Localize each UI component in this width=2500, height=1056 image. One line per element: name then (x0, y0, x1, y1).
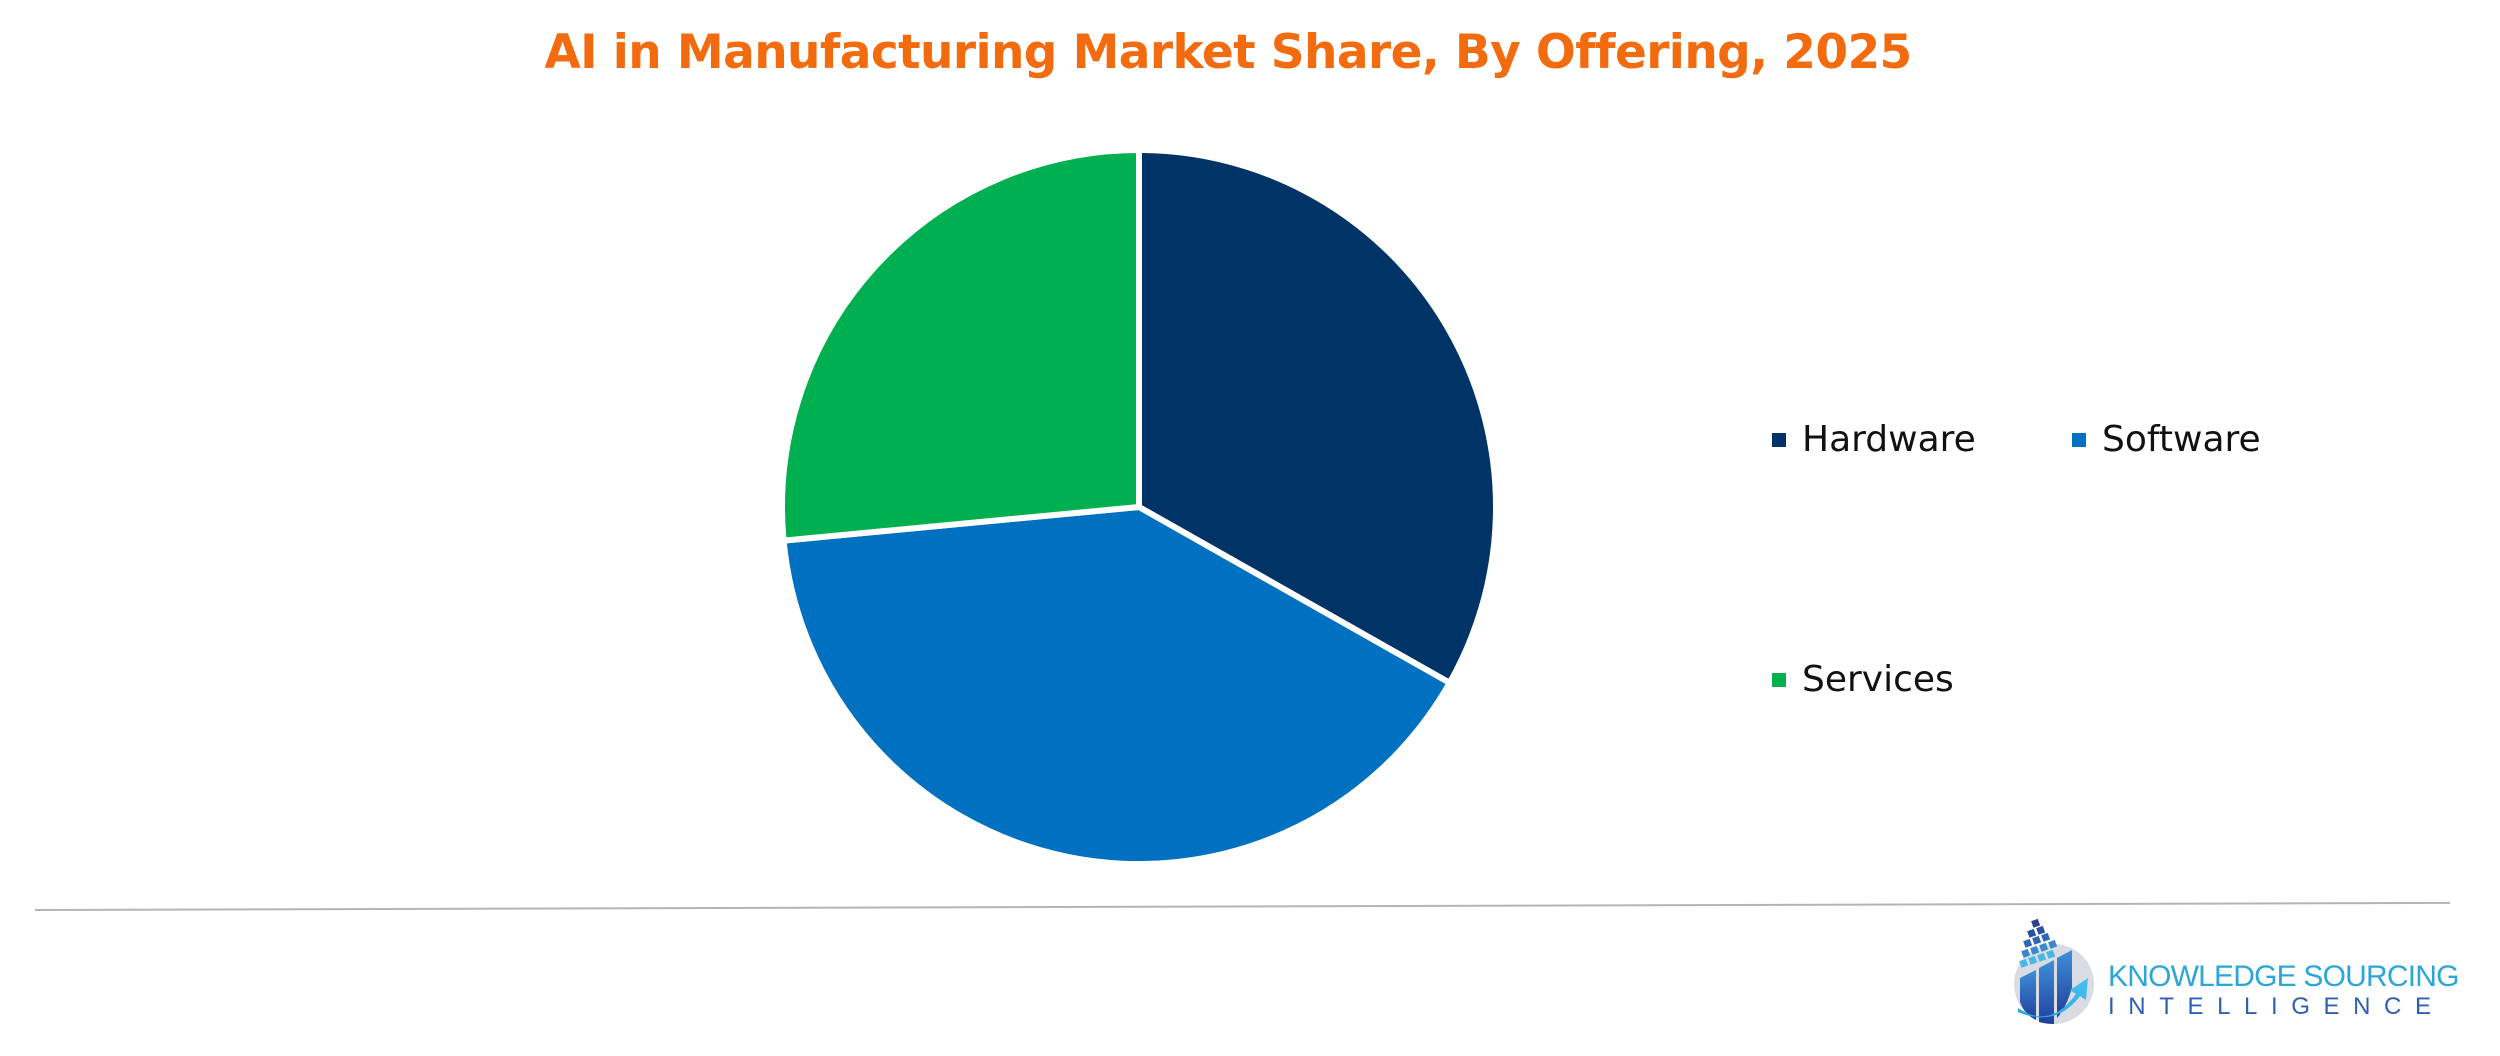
legend-marker-square-icon (1772, 673, 1786, 687)
legend-item-software: Software (2072, 420, 2261, 460)
legend-marker-square-icon (1772, 433, 1786, 447)
chart-title: AI in Manufacturing Market Share, By Off… (544, 25, 1912, 80)
company-logo: KNOWLEDGE SOURCING INTELLIGENCE (2010, 918, 2459, 1028)
legend-item-services: Services (1772, 660, 1954, 700)
pie-slices (779, 147, 1499, 867)
legend-label: Services (1802, 659, 1954, 700)
pie-slice-hardware (1136, 147, 1499, 686)
legend-item-hardware: Hardware (1772, 420, 1976, 460)
legend-marker-square-icon (2072, 433, 2086, 447)
pie-slice-services (779, 147, 1142, 544)
legend-label: Hardware (1802, 419, 1976, 460)
logo-text-primary: KNOWLEDGE SOURCING (2108, 960, 2459, 993)
bar-chart-arrow-logo-icon (2014, 918, 2094, 1024)
logo-text-secondary: INTELLIGENCE (2108, 993, 2445, 1020)
pie-slice-software (780, 504, 1453, 867)
legend-label: Software (2102, 419, 2261, 460)
